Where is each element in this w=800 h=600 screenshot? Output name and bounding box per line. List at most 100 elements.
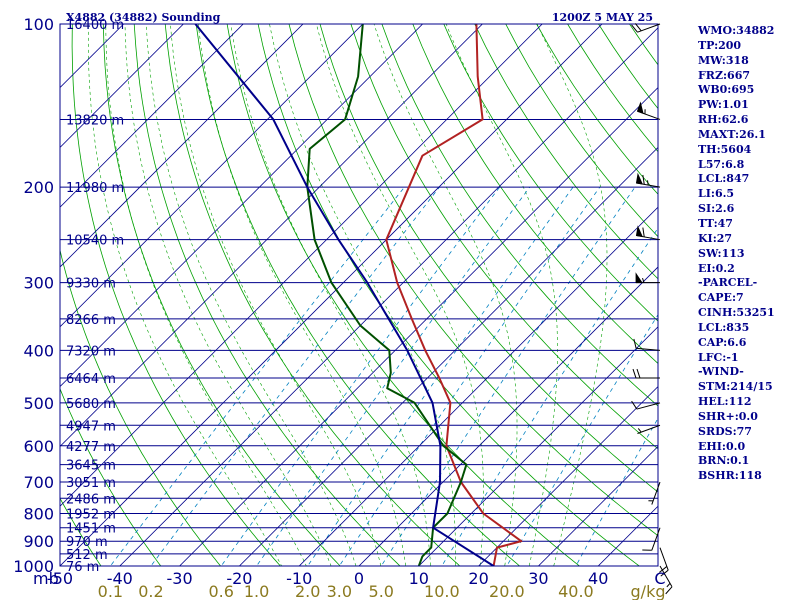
temperature-tick-label: 0 (354, 569, 364, 588)
pressure-tick-label: 900 (23, 532, 54, 551)
index-item: LI:6.5 (698, 187, 735, 201)
dry-adiabat (350, 24, 658, 450)
height-label: 8266 m (66, 313, 116, 328)
wind-barb (635, 172, 661, 188)
moist-adiabat (170, 24, 382, 566)
index-item: -WIND- (698, 365, 744, 379)
mixing-ratio-line (307, 186, 574, 566)
index-item: LCL:847 (698, 172, 750, 186)
wind-barb (635, 272, 660, 284)
pressure-tick-label: 200 (23, 178, 54, 197)
temperature-tick-label: 40 (588, 569, 608, 588)
dry-adiabat (412, 24, 658, 364)
index-item: KI:27 (698, 231, 733, 245)
isotherm (418, 326, 658, 566)
dry-adiabat (60, 387, 162, 566)
moist-adiabat (230, 24, 431, 566)
dry-adiabat (133, 24, 401, 566)
moist-adiabat (536, 24, 608, 566)
temperature-profile (385, 24, 523, 566)
pressure-tick-label: 600 (23, 437, 54, 456)
moist-adiabat (88, 24, 283, 566)
mixing-ratio-tick-label: 40.0 (558, 582, 594, 600)
isotherm (238, 146, 658, 566)
index-item: SRDS:77 (698, 424, 752, 438)
index-item: CAPE:7 (698, 291, 744, 305)
height-label: 11980 m (66, 181, 124, 196)
temperature-tick-label: -50 (47, 569, 73, 588)
dry-adiabat (71, 24, 281, 566)
wind-barb (642, 527, 661, 551)
mixing-ratio-tick-label: 20.0 (489, 582, 525, 600)
moist-adiabat (197, 24, 407, 566)
pressure-tick-label: 500 (23, 394, 54, 413)
height-label: 512 m (66, 548, 108, 563)
isotherm (358, 266, 658, 566)
index-item: MW:318 (698, 53, 749, 67)
dry-adiabat (288, 24, 658, 537)
wind-barb (632, 368, 660, 379)
wind-barb (635, 225, 661, 241)
index-item: TH:5604 (698, 142, 752, 156)
parcel-profile (194, 24, 495, 566)
temperature-tick-label: -20 (226, 569, 252, 588)
wind-barb (659, 565, 673, 595)
temperature-tick-label: 10 (409, 569, 429, 588)
dewpoint-profile (306, 24, 468, 566)
mixing-ratio-tick-label: 10.0 (424, 582, 460, 600)
plot-frame (59, 23, 659, 567)
dry-adiabat (319, 24, 658, 493)
isotherm (60, 24, 543, 507)
dry-adiabat (195, 24, 521, 566)
index-item: FRZ:667 (698, 68, 751, 82)
index-item: EI:0.2 (698, 261, 735, 275)
mixing-ratio-line (109, 186, 405, 566)
height-label: 1451 m (66, 522, 116, 537)
moist-adiabat (105, 24, 307, 566)
chart-date: 1200Z 5 MAY 25 (552, 11, 653, 24)
mixing-ratio-tick-label: 3.0 (327, 582, 352, 600)
pressure-tick-label: 100 (23, 15, 54, 34)
mixing-ratio-line (441, 227, 658, 566)
height-label: 2486 m (66, 492, 116, 507)
height-label: 4947 m (66, 419, 116, 434)
index-item: TP:200 (698, 38, 742, 52)
wind-barb (631, 400, 661, 410)
height-label: 3051 m (66, 476, 116, 491)
index-item: RH:62.6 (698, 113, 749, 127)
mixing-ratio-tick-label: 5.0 (369, 582, 394, 600)
temperature-tick-label: 20 (468, 569, 488, 588)
index-item: SHR+:0.0 (698, 409, 758, 423)
dry-adiabat (381, 24, 658, 407)
moist-adiabat (146, 24, 357, 566)
stability-indices-panel: WMO:34882 TP:200 MW:318 FRZ:667 WB0:695 PW:1.… (698, 24, 800, 484)
dry-adiabat (226, 24, 581, 566)
index-item: HEL:112 (698, 395, 752, 409)
isotherm (60, 24, 424, 388)
mixing-ratio-line (380, 186, 636, 566)
index-item: -PARCEL- (698, 276, 758, 290)
moist-adiabat (124, 24, 332, 566)
pressure-tick-label: 300 (23, 274, 54, 293)
moist-adiabat (373, 24, 518, 566)
index-item: L57:6.8 (698, 157, 745, 171)
isotherm (60, 24, 364, 328)
height-label: 3645 m (66, 459, 116, 474)
temperature-tick-label: -30 (167, 569, 193, 588)
pressure-tick-label: 1000 (13, 557, 54, 576)
height-label: 7320 m (66, 344, 116, 359)
isotherm (298, 206, 658, 566)
isotherm (60, 24, 184, 148)
isotherm (478, 386, 658, 566)
moist-adiabat (269, 24, 456, 566)
mixing-ratio-line (220, 186, 500, 566)
index-item: CINH:53251 (698, 306, 775, 320)
mixing-ratio-line (575, 417, 658, 566)
index-item: LFC:-1 (698, 350, 739, 364)
mixing-ratio-tick-label: 0.1 (98, 582, 123, 600)
height-label: 6464 m (66, 372, 116, 387)
isotherm (60, 24, 244, 208)
temperature-unit-label: C (654, 569, 665, 588)
mixing-ratio-line (150, 186, 440, 566)
wind-barb (636, 101, 661, 120)
